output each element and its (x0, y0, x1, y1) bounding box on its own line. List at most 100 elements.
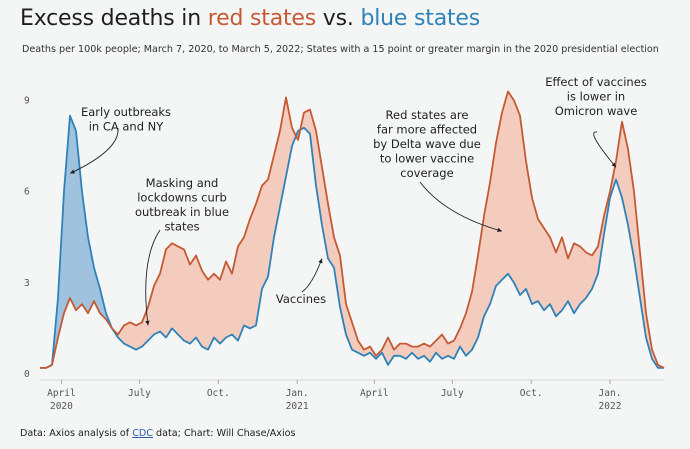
y-tick-label: 3 (24, 278, 30, 289)
blue-excess-fill (82, 191, 88, 314)
red-excess-fill (550, 237, 556, 317)
red-excess-fill (400, 343, 406, 359)
red-excess-fill (190, 255, 196, 344)
red-excess-fill (568, 243, 574, 314)
red-excess-fill (286, 97, 292, 177)
red-excess-fill (580, 246, 586, 305)
annotation-label: Red states are (386, 108, 469, 122)
red-excess-fill (406, 343, 412, 359)
red-excess-fill (514, 100, 520, 295)
red-excess-fill (154, 273, 160, 335)
red-excess-fill (574, 243, 580, 314)
red-excess-fill (352, 322, 358, 353)
annotation-arrowhead (145, 320, 150, 326)
red-excess-fill (136, 322, 142, 350)
annotation-arrow (301, 258, 323, 293)
red-excess-fill (466, 291, 472, 356)
x-tick-label: April (360, 388, 389, 399)
red-excess-fill (484, 182, 490, 317)
red-excess-fill (418, 343, 424, 359)
red-excess-fill (178, 246, 184, 341)
red-excess-fill (526, 161, 532, 305)
y-tick-label: 6 (24, 187, 30, 198)
red-excess-fill (322, 167, 328, 259)
y-tick-label: 9 (24, 95, 30, 106)
annotation-arrowhead (611, 162, 616, 168)
red-excess-fill (208, 273, 214, 350)
red-excess-fill (412, 346, 418, 359)
x-tick-label: July (128, 388, 151, 399)
x-tick-year-label: 2022 (599, 401, 622, 412)
red-excess-fill (238, 237, 244, 341)
red-excess-fill (388, 337, 394, 365)
red-excess-fill (634, 191, 640, 299)
x-tick-year-label: 2020 (50, 401, 73, 412)
red-excess-fill (622, 121, 628, 226)
red-excess-fill (226, 261, 232, 338)
annotation-label: lockdowns curb (137, 191, 227, 205)
red-excess-fill (520, 115, 526, 295)
annotation-label: to lower vaccine (380, 152, 474, 166)
x-tick-label: April (47, 388, 76, 399)
annotation-label: Masking and (146, 176, 219, 190)
annotation-label: is lower in (567, 90, 625, 104)
chart-subtitle: Deaths per 100k people; March 7, 2020, t… (22, 44, 659, 55)
red-excess-fill (544, 228, 550, 311)
annotation-label: Vaccines (276, 292, 326, 306)
red-excess-fill (496, 112, 502, 286)
x-tick-label: July (441, 388, 464, 399)
red-excess-fill (394, 343, 400, 356)
red-excess-fill (172, 243, 178, 335)
red-excess-fill (586, 252, 592, 299)
red-excess-fill (328, 203, 334, 268)
red-excess-fill (196, 255, 202, 347)
red-excess-fill (148, 285, 154, 341)
annotation-label: Omicron wave (555, 104, 638, 118)
red-excess-fill (262, 179, 268, 289)
red-excess-fill (436, 334, 442, 359)
red-excess-fill (508, 91, 514, 283)
cdc-link[interactable]: CDC (132, 428, 153, 439)
red-excess-fill (202, 270, 208, 350)
source-footer: Data: Axios analysis of CDC data; Chart:… (20, 428, 295, 439)
red-excess-fill (166, 243, 172, 338)
annotation-arrow (69, 127, 119, 174)
red-excess-fill (130, 322, 136, 350)
red-excess-fill (490, 143, 496, 305)
blue-excess-fill (94, 267, 100, 314)
x-tick-label: Oct. (207, 388, 230, 399)
red-excess-fill (538, 219, 544, 311)
annotation-label: states (164, 220, 199, 234)
annotation-arrowhead (318, 258, 323, 264)
annotation-label: by Delta wave due (373, 137, 481, 151)
title-prefix: Excess deaths in (20, 6, 208, 31)
red-excess-fill (382, 337, 388, 365)
annotation-label: in CA and NY (89, 120, 165, 134)
annotation-label: far more affected (377, 123, 477, 137)
red-excess-fill (448, 340, 454, 359)
annotation-arrow (593, 131, 617, 168)
red-excess-fill (592, 246, 598, 289)
footer-suffix: data; Chart: Will Chase/Axios (153, 428, 296, 439)
x-tick-label: Jan. (286, 388, 309, 399)
red-excess-fill (124, 322, 130, 347)
blue-excess-fill (70, 115, 76, 311)
red-excess-fill (184, 249, 190, 344)
annotation-arrow (145, 229, 161, 326)
red-excess-fill (472, 255, 478, 350)
blue-excess-fill (76, 130, 82, 311)
title-red-states: red states (207, 6, 316, 31)
red-excess-fill (460, 313, 466, 356)
red-excess-fill (304, 109, 310, 134)
x-tick-year-label: 2021 (286, 401, 309, 412)
title-mid: vs. (316, 6, 361, 31)
red-excess-fill (502, 91, 508, 280)
red-excess-fill (454, 328, 460, 359)
annotation-arrowhead (70, 169, 75, 174)
x-tick-label: Jan. (599, 388, 622, 399)
red-excess-fill (256, 185, 262, 326)
red-excess-fill (334, 237, 340, 308)
red-excess-fill (316, 130, 322, 226)
red-excess-fill (616, 121, 622, 198)
